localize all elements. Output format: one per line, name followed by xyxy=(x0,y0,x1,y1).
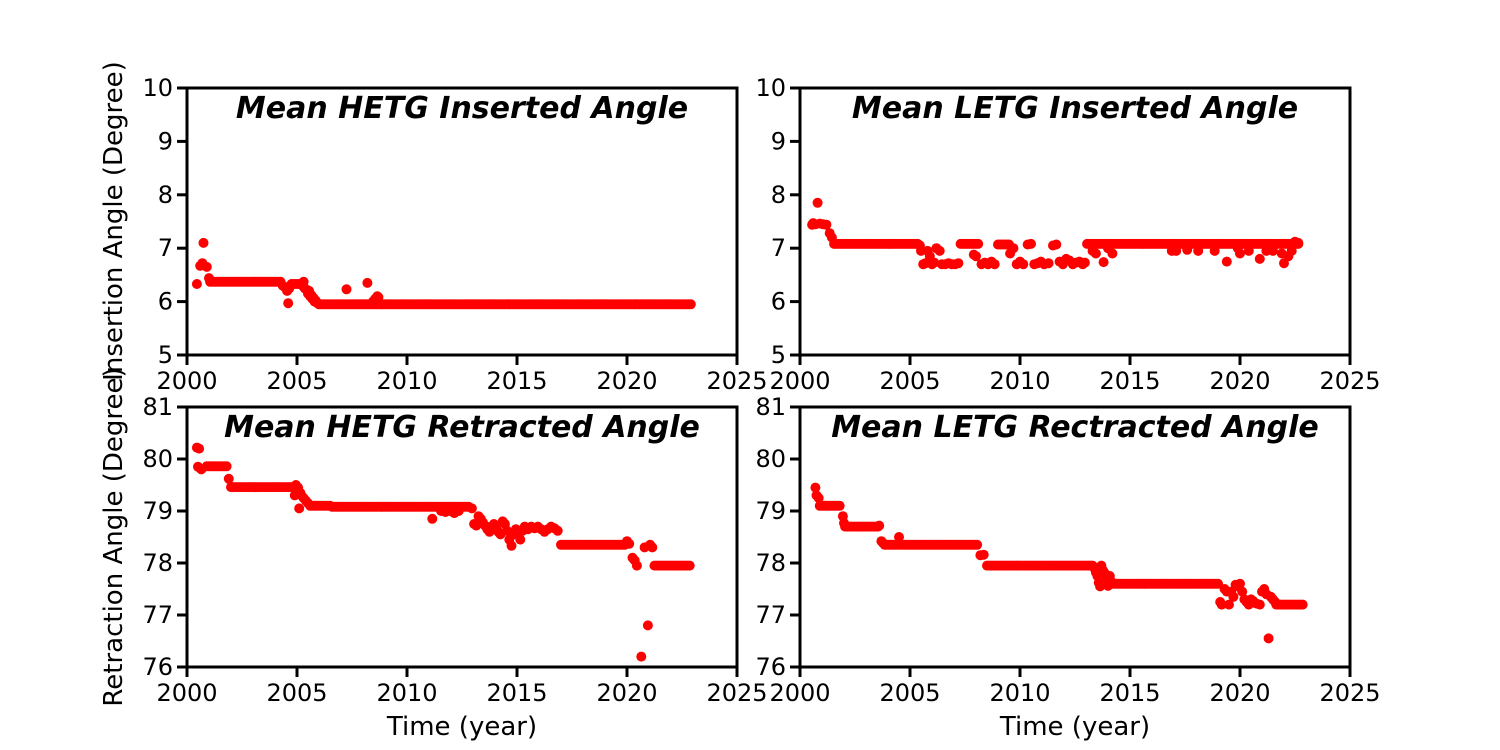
svg-text:77: 77 xyxy=(142,601,173,629)
y-axis-letg-inserted xyxy=(790,86,800,357)
svg-text:10: 10 xyxy=(142,74,173,102)
svg-text:6: 6 xyxy=(158,288,173,316)
subplot-hetg-retracted: 2000 2005 2010 2015 2020 2025 76 77 78 79 80 81 xyxy=(142,393,767,707)
y-tick-labels-letg-inserted: 5 6 7 8 9 10 xyxy=(755,74,786,369)
svg-text:2020: 2020 xyxy=(596,367,657,395)
svg-text:2020: 2020 xyxy=(596,679,657,707)
axes-spines-letg-rectracted xyxy=(798,405,1352,669)
svg-text:2015: 2015 xyxy=(1099,367,1160,395)
svg-text:2005: 2005 xyxy=(266,367,327,395)
svg-text:5: 5 xyxy=(158,341,173,369)
scatter-points-hetg-inserted xyxy=(191,237,696,310)
ylabel-retraction-angle: Retraction Angle (Degree) xyxy=(99,367,129,707)
subplot-letg-inserted: 2000 2005 2010 2015 2020 2025 5 6 7 8 9 10 xyxy=(755,74,1380,395)
y-axis-hetg-retracted xyxy=(177,405,187,669)
svg-text:2010: 2010 xyxy=(989,679,1050,707)
y-axis-hetg-inserted xyxy=(177,86,187,357)
x-tick-labels-hetg-retracted: 2000 2005 2010 2015 2020 2025 xyxy=(156,679,767,707)
axes-spines-hetg-inserted xyxy=(185,86,739,357)
svg-text:78: 78 xyxy=(755,549,786,577)
x-axis-hetg-retracted xyxy=(185,667,739,677)
svg-text:2025: 2025 xyxy=(1319,679,1380,707)
svg-text:76: 76 xyxy=(142,653,173,681)
svg-text:80: 80 xyxy=(142,445,173,473)
svg-text:2020: 2020 xyxy=(1209,367,1270,395)
x-tick-labels-hetg-inserted: 2000 2005 2010 2015 2020 2025 xyxy=(156,367,767,395)
svg-text:77: 77 xyxy=(755,601,786,629)
svg-text:2015: 2015 xyxy=(1099,679,1160,707)
svg-text:2005: 2005 xyxy=(266,679,327,707)
scatter-points-hetg-retracted xyxy=(191,442,695,662)
svg-text:2015: 2015 xyxy=(486,679,547,707)
svg-text:2000: 2000 xyxy=(769,679,830,707)
svg-text:76: 76 xyxy=(755,653,786,681)
svg-text:2000: 2000 xyxy=(156,679,217,707)
svg-text:2000: 2000 xyxy=(156,367,217,395)
ylabel-insertion-angle: Insertion Angle (Degree) xyxy=(99,61,129,381)
subplot-letg-rectracted: 2000 2005 2010 2015 2020 2025 76 77 78 79 80 81 xyxy=(755,393,1380,707)
axes-spines-hetg-retracted xyxy=(185,405,739,669)
xlabel-time-right: Time (year) xyxy=(999,712,1151,742)
scatter-points-letg-inserted xyxy=(807,197,1304,270)
svg-text:10: 10 xyxy=(755,74,786,102)
svg-text:80: 80 xyxy=(755,445,786,473)
svg-text:7: 7 xyxy=(158,234,173,262)
x-axis-letg-rectracted xyxy=(798,667,1352,677)
svg-text:7: 7 xyxy=(771,234,786,262)
svg-text:2025: 2025 xyxy=(706,679,767,707)
svg-text:2005: 2005 xyxy=(879,679,940,707)
svg-text:81: 81 xyxy=(755,393,786,421)
scatter-points-letg-rectracted xyxy=(810,482,1308,644)
x-tick-labels-letg-inserted: 2000 2005 2010 2015 2020 2025 xyxy=(769,367,1380,395)
xlabel-time-left: Time (year) xyxy=(386,712,538,742)
y-axis-letg-rectracted xyxy=(790,405,800,669)
svg-text:79: 79 xyxy=(142,497,173,525)
svg-text:2010: 2010 xyxy=(376,679,437,707)
y-tick-labels-letg-rectracted: 76 77 78 79 80 81 xyxy=(755,393,786,681)
axes-spines-letg-inserted xyxy=(798,86,1352,357)
svg-text:9: 9 xyxy=(771,127,786,155)
svg-text:2025: 2025 xyxy=(1319,367,1380,395)
svg-text:2000: 2000 xyxy=(769,367,830,395)
svg-text:2020: 2020 xyxy=(1209,679,1270,707)
svg-text:78: 78 xyxy=(142,549,173,577)
subplot-hetg-inserted: 2000 2005 2010 2015 2020 2025 5 6 7 8 9 10 xyxy=(142,74,767,395)
svg-text:6: 6 xyxy=(771,288,786,316)
x-axis-hetg-inserted xyxy=(185,355,739,365)
svg-text:9: 9 xyxy=(158,127,173,155)
svg-text:2025: 2025 xyxy=(706,367,767,395)
svg-text:5: 5 xyxy=(771,341,786,369)
svg-text:2015: 2015 xyxy=(486,367,547,395)
svg-text:8: 8 xyxy=(771,181,786,209)
svg-text:79: 79 xyxy=(755,497,786,525)
x-axis-letg-inserted xyxy=(798,355,1352,365)
y-tick-labels-hetg-retracted: 76 77 78 79 80 81 xyxy=(142,393,173,681)
svg-text:2010: 2010 xyxy=(376,367,437,395)
x-tick-labels-letg-rectracted: 2000 2005 2010 2015 2020 2025 xyxy=(769,679,1380,707)
y-tick-labels-hetg-inserted: 5 6 7 8 9 10 xyxy=(142,74,173,369)
svg-text:8: 8 xyxy=(158,181,173,209)
svg-text:2010: 2010 xyxy=(989,367,1050,395)
svg-text:81: 81 xyxy=(142,393,173,421)
svg-text:2005: 2005 xyxy=(879,367,940,395)
